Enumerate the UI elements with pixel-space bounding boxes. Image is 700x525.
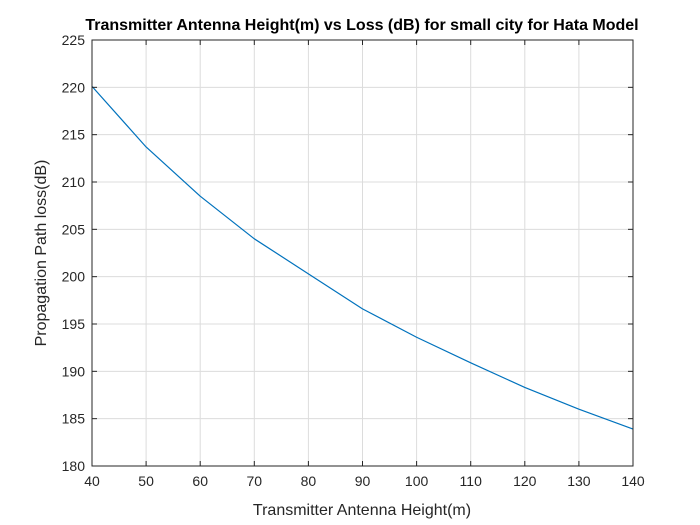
x-tick-label: 50: [138, 473, 154, 489]
x-tick-label: 120: [513, 473, 537, 489]
series-line-0: [91, 85, 634, 430]
x-tick-label: 110: [460, 473, 483, 489]
x-tick-label: 70: [247, 473, 263, 489]
chart-title: Transmitter Antenna Height(m) vs Loss (d…: [85, 17, 638, 34]
y-tick-label: 205: [62, 221, 86, 237]
series-lines: [91, 85, 634, 430]
y-tick-label: 190: [62, 363, 86, 379]
y-tick-label: 215: [62, 127, 86, 143]
x-tick-label: 90: [355, 473, 371, 489]
x-tick-label: 130: [567, 473, 591, 489]
x-tick-label: 40: [84, 473, 100, 489]
y-tick-label: 180: [62, 458, 86, 474]
y-tick-label: 210: [62, 174, 86, 190]
y-tick-label: 185: [62, 411, 86, 427]
y-tick-label: 200: [62, 269, 86, 285]
x-tick-label: 100: [405, 473, 429, 489]
x-tick-label: 80: [301, 473, 317, 489]
x-axis-label: Transmitter Antenna Height(m): [253, 502, 471, 519]
y-tick-label: 220: [62, 79, 86, 95]
x-tick-label: 140: [621, 473, 645, 489]
y-tick-label: 195: [62, 316, 86, 332]
y-tick-label: 225: [62, 32, 86, 48]
axis-ticks: 40 50 60 70 80 90 100 110 120 130 140 180 185 190 195 2…: [62, 32, 645, 489]
y-axis-label: Propagation Path loss(dB): [33, 160, 50, 347]
x-tick-label: 60: [192, 473, 208, 489]
